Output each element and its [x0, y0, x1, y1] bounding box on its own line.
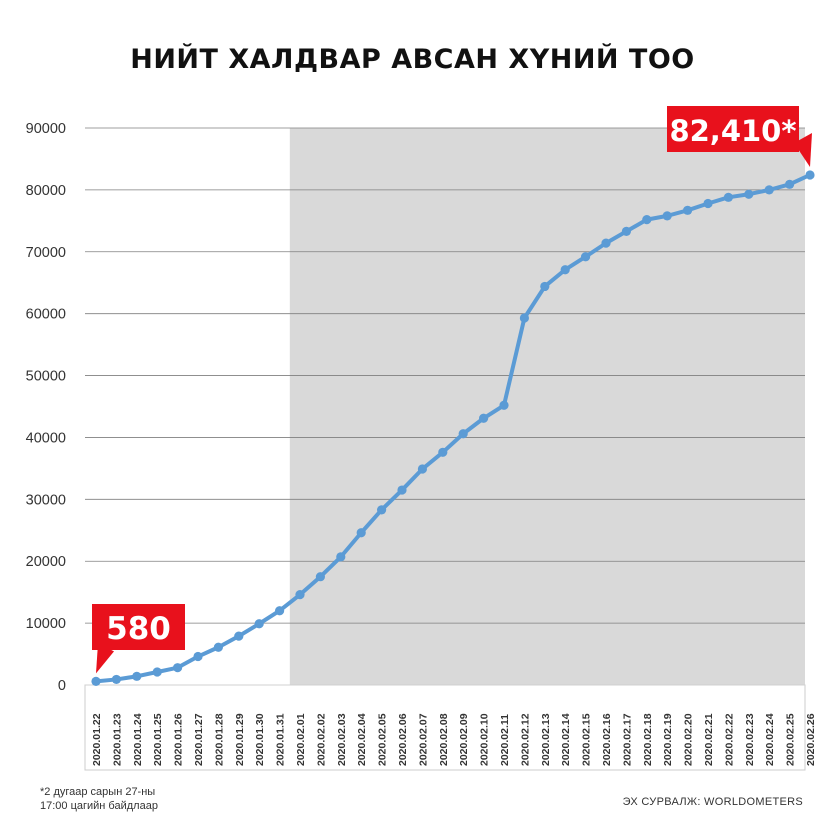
data-point: [275, 606, 285, 616]
y-tick-label: 30000: [26, 492, 66, 508]
data-point: [111, 674, 121, 685]
data-point: [785, 179, 795, 189]
y-tick-label: 0: [58, 678, 66, 694]
x-tick-label: 2020.02.20: [683, 713, 695, 766]
y-tick-label: 50000: [26, 369, 66, 385]
x-tick-label: 2020.02.13: [540, 713, 552, 766]
data-point: [356, 528, 366, 538]
data-point: [336, 552, 346, 562]
x-tick-label: 2020.02.17: [621, 713, 633, 766]
data-point: [315, 572, 325, 582]
y-tick-label: 90000: [26, 121, 66, 137]
data-point: [152, 667, 162, 677]
x-tick-label: 2020.02.26: [805, 713, 817, 766]
data-point: [601, 238, 611, 248]
callout-box-end: [667, 106, 799, 152]
data-point: [560, 265, 570, 275]
data-point: [254, 619, 264, 629]
x-tick-label: 2020.01.30: [254, 713, 266, 766]
x-tick-label: 2020.01.28: [213, 713, 225, 766]
callout-box-start: [92, 604, 185, 650]
data-point: [519, 313, 530, 323]
data-point: [540, 281, 550, 292]
data-point: [213, 642, 223, 652]
callout-label-start: 580: [106, 611, 171, 647]
x-tick-label: 2020.02.19: [662, 713, 674, 766]
x-tick-label: 2020.02.18: [642, 713, 654, 766]
x-tick-label: 2020.01.31: [275, 713, 287, 766]
data-point: [132, 671, 142, 681]
footnote-line-2: 17:00 цагийн байдлаар: [40, 800, 158, 812]
source-credit: ЭХ СУРВАЛЖ: WORLDOMETERS: [622, 796, 803, 808]
y-tick-label: 40000: [26, 430, 66, 446]
x-tick-label: 2020.02.22: [723, 713, 735, 766]
shaded-region: [289, 128, 805, 685]
data-point: [91, 676, 101, 687]
x-tick-label: 2020.02.21: [703, 713, 715, 766]
x-tick-label: 2020.02.16: [601, 713, 613, 766]
data-point: [642, 214, 652, 225]
data-point: [438, 447, 448, 457]
x-tick-label: 2020.02.11: [499, 714, 511, 766]
data-point: [499, 400, 509, 410]
x-tick-label: 2020.01.24: [132, 713, 144, 766]
x-tick-label: 2020.02.15: [581, 713, 593, 766]
callout-label-end: 82,410*: [669, 114, 796, 148]
data-point: [683, 205, 693, 215]
data-point: [662, 211, 672, 221]
data-point: [173, 663, 183, 673]
data-point: [234, 631, 244, 641]
data-point: [397, 485, 407, 495]
data-point: [377, 505, 387, 515]
y-tick-label: 20000: [26, 554, 66, 570]
data-point: [621, 226, 632, 236]
x-tick-label: 2020.02.06: [397, 713, 409, 766]
x-tick-label: 2020.01.26: [173, 713, 185, 766]
callout-pointer-start: [96, 643, 114, 674]
x-axis-panel: [84, 684, 806, 771]
data-point: [193, 651, 203, 662]
data-point: [458, 429, 468, 439]
x-tick-label: 2020.01.22: [91, 713, 103, 766]
data-point: [805, 170, 815, 180]
data-point: [764, 185, 774, 195]
data-point: [417, 464, 427, 474]
x-tick-label: 2020.02.12: [519, 713, 531, 766]
y-tick-label: 70000: [26, 245, 66, 261]
chart-title: НИЙТ ХАЛДВАР АВСАН ХҮНИЙ ТОО: [130, 44, 695, 75]
data-point: [703, 198, 713, 209]
x-tick-label: 2020.01.27: [193, 713, 205, 766]
x-tick-label: 2020.02.24: [764, 713, 776, 766]
x-tick-label: 2020.02.07: [417, 713, 429, 766]
y-tick-label: 60000: [26, 307, 66, 323]
x-tick-label: 2020.02.08: [438, 713, 450, 766]
footnote-line-1: *2 дугаар сарын 27-ны: [40, 786, 156, 798]
data-point: [479, 413, 489, 423]
x-tick-label: 2020.01.23: [111, 713, 123, 766]
x-tick-label: 2020.02.01: [295, 713, 307, 766]
x-tick-label: 2020.02.05: [377, 713, 389, 766]
x-tick-label: 2020.01.25: [152, 713, 164, 766]
y-tick-label: 10000: [26, 616, 66, 632]
x-tick-label: 2020.02.04: [356, 713, 368, 766]
x-tick-label: 2020.02.02: [315, 713, 327, 766]
data-point: [744, 189, 754, 199]
x-tick-label: 2020.02.09: [458, 713, 470, 766]
data-point: [581, 252, 591, 262]
footnote: *2 дугаар сарын 27-ны 17:00 цагийн байдл…: [40, 785, 240, 813]
y-tick-label: 80000: [26, 183, 66, 199]
x-tick-label: 2020.02.14: [560, 713, 572, 766]
x-tick-label: 2020.02.23: [744, 713, 756, 766]
x-tick-label: 2020.02.10: [479, 713, 491, 766]
data-point: [295, 590, 305, 600]
x-tick-label: 2020.02.25: [785, 713, 797, 766]
x-tick-label: 2020.02.03: [336, 713, 348, 766]
data-point: [723, 192, 734, 202]
x-tick-label: 2020.01.29: [234, 713, 246, 766]
